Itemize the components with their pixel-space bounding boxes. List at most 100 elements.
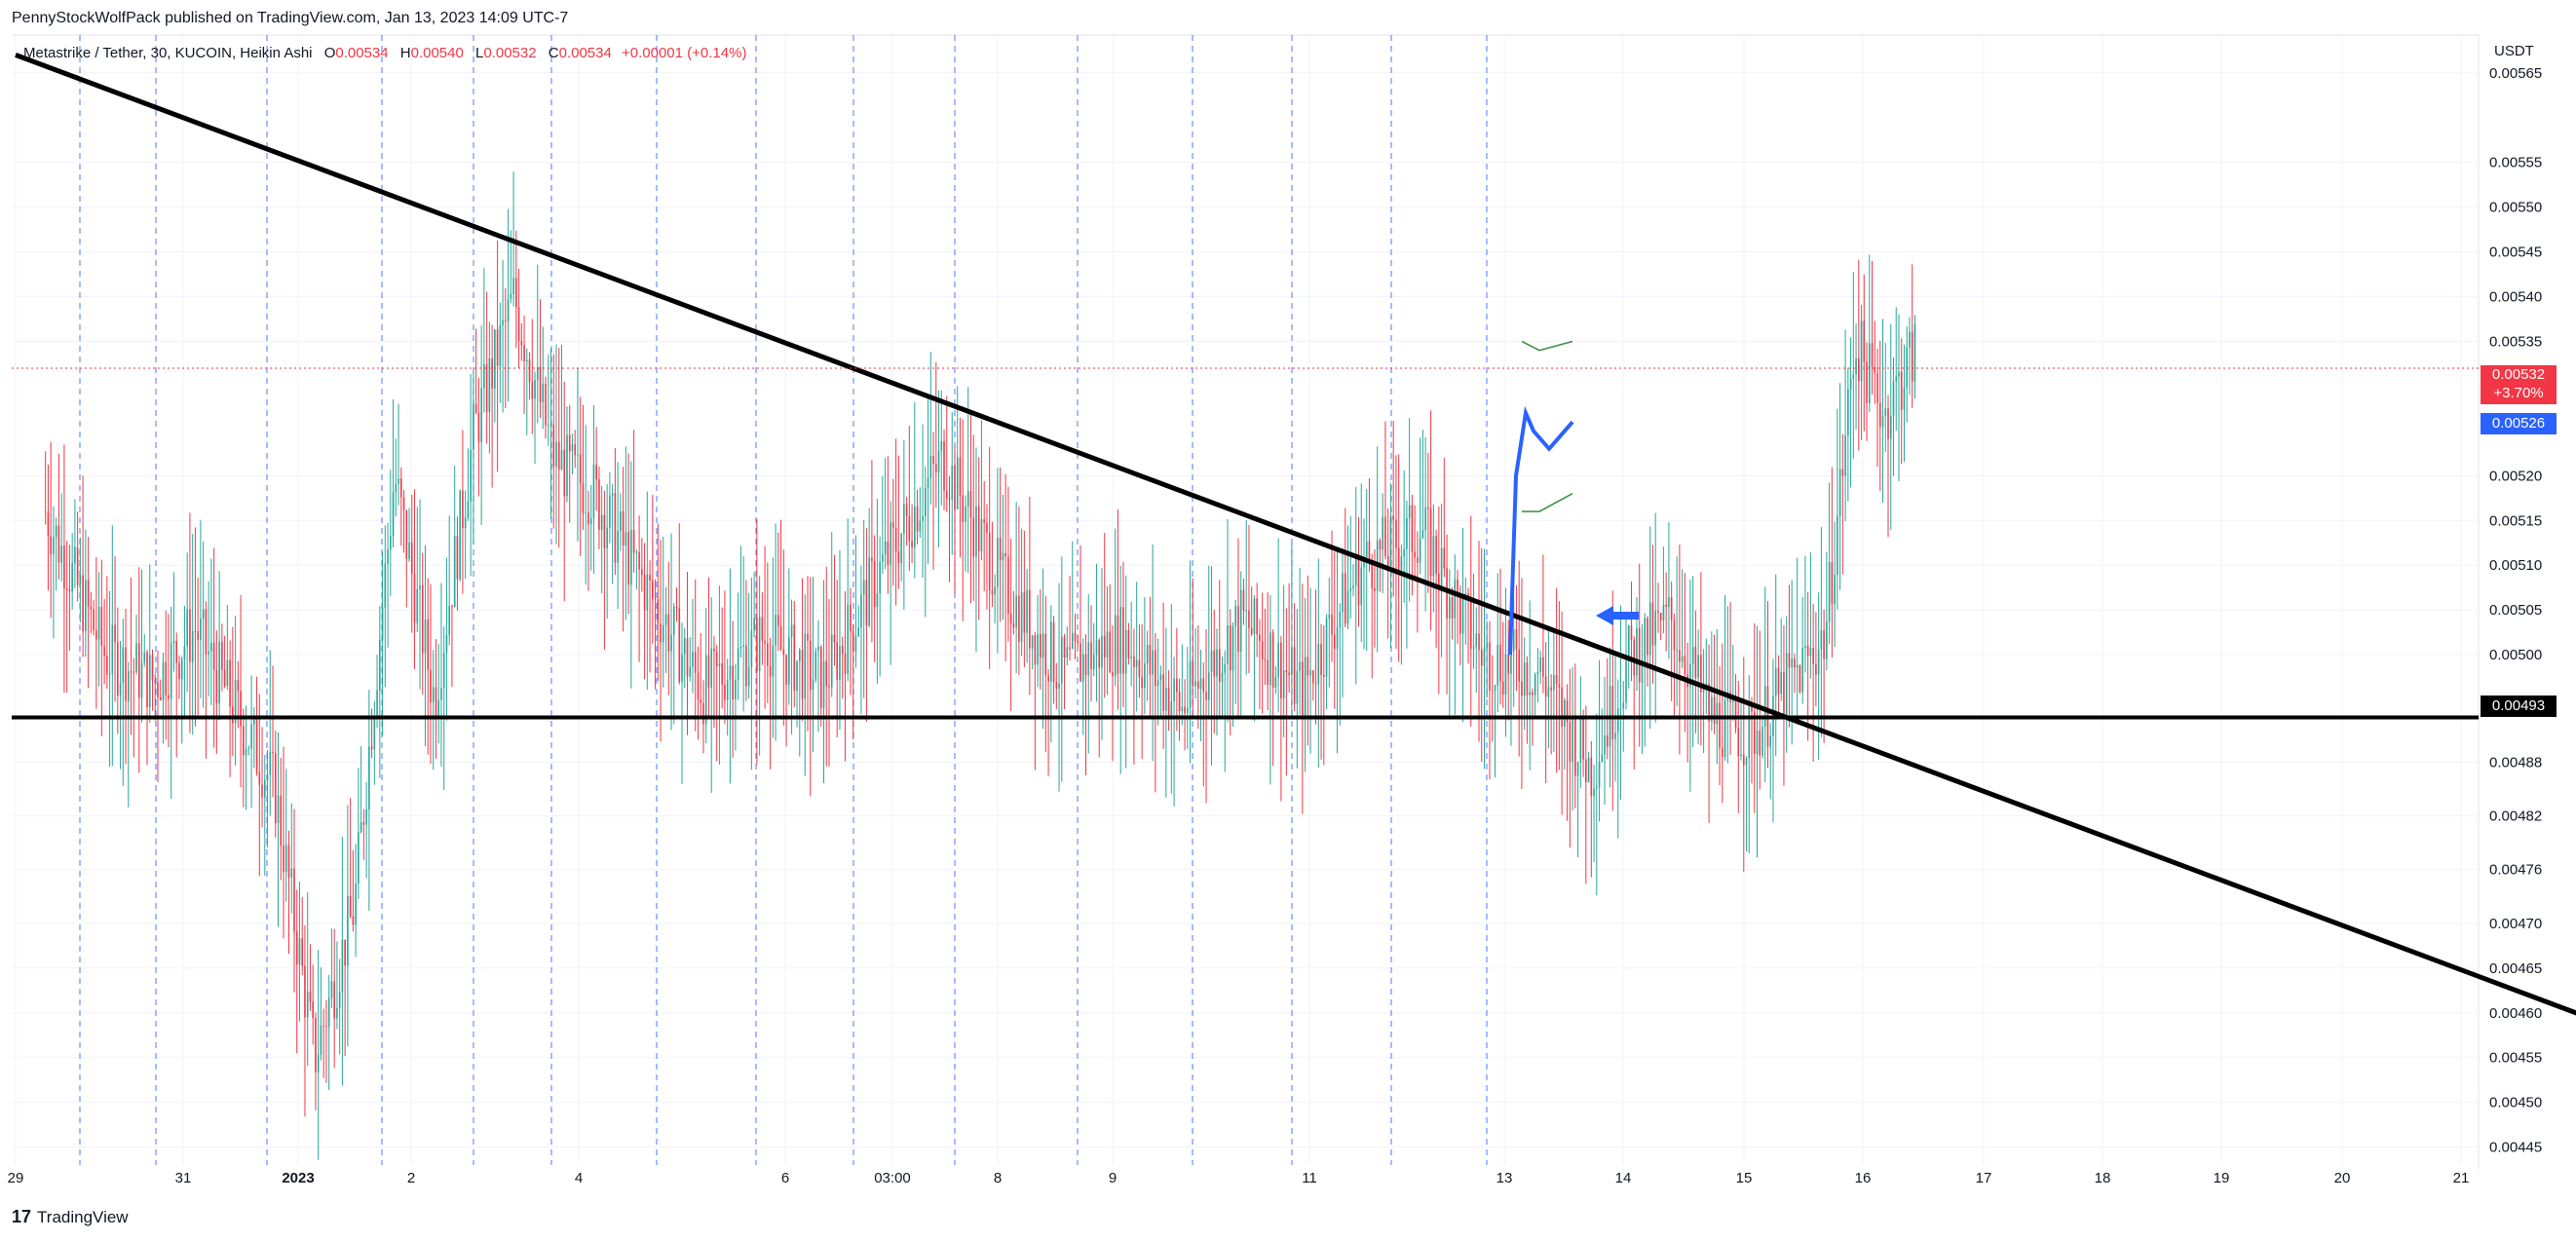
candle-body xyxy=(1152,650,1154,675)
candle-body xyxy=(1184,706,1186,714)
candle-body xyxy=(997,538,999,587)
candle-body xyxy=(117,642,119,696)
candle-body xyxy=(358,832,360,884)
candle-body xyxy=(1598,761,1601,787)
candle-body xyxy=(1512,629,1515,652)
candle-body xyxy=(1317,643,1320,685)
candle-body xyxy=(852,630,854,652)
candle-body xyxy=(1636,627,1638,676)
time-axis[interactable]: 29 31 2023 2 4 6 03:00 8 9 11 13 14 15 16 17 18 19 20 21 xyxy=(8,1170,2470,1186)
currency-label[interactable]: USDT xyxy=(2494,43,2534,59)
candle-body xyxy=(1411,505,1414,552)
candle-body xyxy=(1227,624,1229,664)
candle-body xyxy=(729,665,732,680)
candle-body xyxy=(505,320,507,321)
candle-body xyxy=(1282,670,1285,698)
candle-body xyxy=(664,614,667,625)
candle-body xyxy=(1144,663,1146,689)
candle-body xyxy=(1012,623,1015,628)
candle-body xyxy=(44,511,47,513)
candle-body xyxy=(739,646,742,649)
candle-body xyxy=(1889,415,1892,439)
low-label: L xyxy=(475,45,484,61)
candle-body xyxy=(502,320,504,325)
price-tick-label: 0.00500 xyxy=(2489,647,2542,663)
candle-body xyxy=(1176,678,1178,693)
candle-body xyxy=(1386,555,1389,566)
candle-body xyxy=(355,884,357,925)
candle-body xyxy=(421,584,424,654)
tradingview-logo[interactable]: 17 TradingView xyxy=(12,1207,129,1227)
candle-body xyxy=(1449,597,1451,620)
candle-body xyxy=(347,896,349,966)
candle-body xyxy=(1004,552,1006,557)
candle-body xyxy=(1887,408,1889,439)
candle-body xyxy=(657,599,660,624)
candle-body xyxy=(1034,635,1037,665)
candle-body xyxy=(1892,381,1895,416)
candle-body xyxy=(772,645,775,677)
price-tick-label: 0.00545 xyxy=(2489,244,2542,261)
candle-body xyxy=(47,511,50,537)
candle-body xyxy=(983,518,985,523)
candle-body xyxy=(954,465,956,509)
candle-body xyxy=(298,938,301,965)
candle-body xyxy=(1550,687,1552,691)
candle-body xyxy=(830,634,833,688)
candle-body xyxy=(724,684,726,700)
candle-body xyxy=(338,992,341,1008)
open-value: 0.00534 xyxy=(335,45,389,61)
candle-body xyxy=(172,640,175,643)
candle-body xyxy=(809,640,812,691)
candle-body xyxy=(1058,683,1060,690)
candle-body xyxy=(625,532,627,546)
candle-body xyxy=(1424,508,1426,531)
candle-body xyxy=(1037,634,1039,665)
candle-body xyxy=(395,483,398,493)
candle-body xyxy=(398,478,399,484)
candle-body xyxy=(473,403,474,450)
candle-body xyxy=(1092,655,1095,670)
candle-body xyxy=(1694,647,1697,678)
candle-body xyxy=(549,425,552,427)
candle-body xyxy=(1443,547,1446,569)
candle-body xyxy=(1320,643,1322,675)
candle-body xyxy=(528,359,531,383)
candle-body xyxy=(1155,650,1156,687)
candle-body xyxy=(632,529,635,553)
candle-body xyxy=(65,588,68,590)
candle-body xyxy=(1665,604,1667,607)
candle-body xyxy=(1333,634,1336,650)
candle-body xyxy=(373,716,376,750)
candle-body xyxy=(1368,541,1371,562)
candle-body xyxy=(545,384,547,426)
candle-body xyxy=(175,640,178,663)
candle-body xyxy=(60,545,62,563)
candle-body xyxy=(1662,604,1665,621)
price-tick-label: 0.00465 xyxy=(2489,960,2542,977)
candle-body xyxy=(1325,619,1328,677)
candle-body xyxy=(424,619,427,654)
candle-body xyxy=(1847,389,1849,436)
candle-body xyxy=(157,682,159,697)
candle-body xyxy=(775,615,777,646)
high-value: 0.00540 xyxy=(410,45,464,61)
candle-body xyxy=(672,606,675,635)
candle-body xyxy=(392,492,395,537)
price-axis[interactable]: 0.00565 0.00555 0.00550 0.00545 0.00540 0.005… xyxy=(2489,65,2542,1156)
candle-body xyxy=(1909,331,1911,348)
candle-body xyxy=(587,512,589,525)
candle-body xyxy=(956,457,959,509)
candle-body xyxy=(210,642,212,652)
candle-body xyxy=(306,991,309,1018)
candle-body xyxy=(1202,678,1205,693)
candle-body xyxy=(1328,615,1331,620)
candle-body xyxy=(1122,607,1124,674)
candle-body xyxy=(1659,613,1662,621)
candle-body xyxy=(1457,579,1458,595)
time-tick-label: 15 xyxy=(1736,1170,1753,1186)
candle-body xyxy=(1748,702,1751,759)
candle-body xyxy=(1299,661,1301,671)
symbol-name[interactable]: Metastrike / Tether, 30, KUCOIN, Heikin … xyxy=(23,45,313,61)
